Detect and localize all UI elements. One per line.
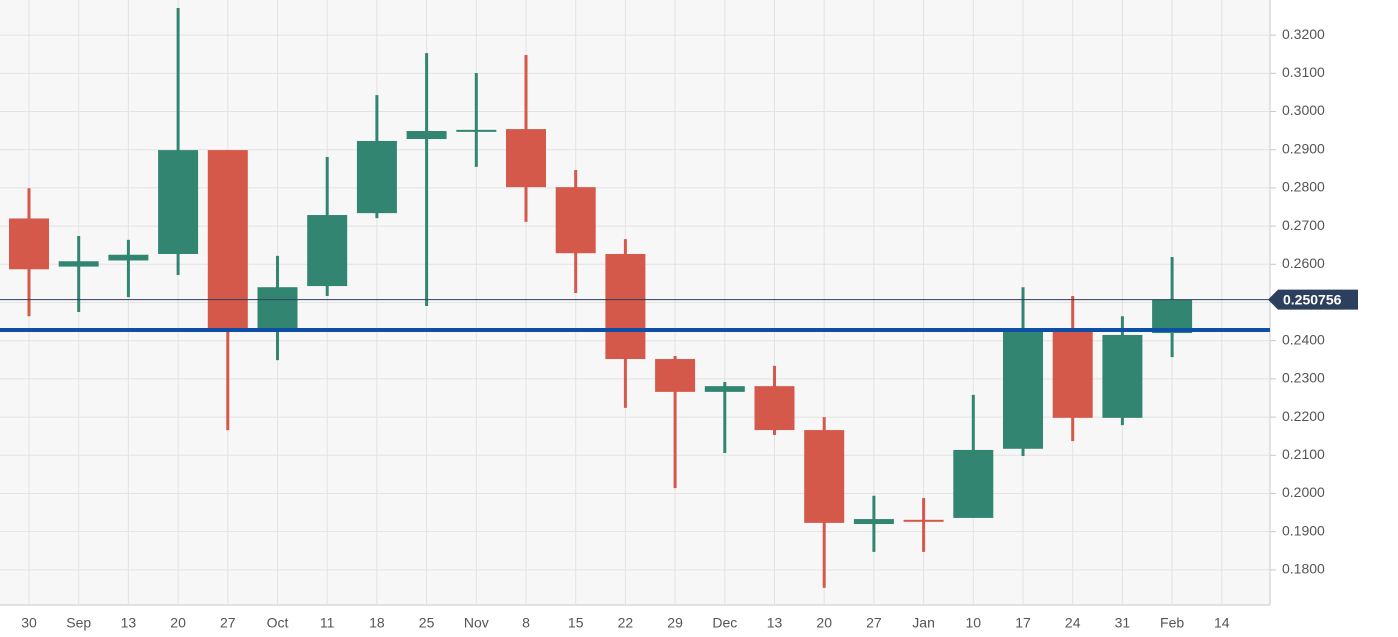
y-tick-label: 0.2600	[1282, 255, 1325, 271]
x-tick-label: 27	[866, 615, 882, 631]
last-price-label: 0.250756	[1283, 291, 1342, 307]
candle-body	[1003, 330, 1043, 449]
x-tick-label: 10	[966, 615, 982, 631]
candle-body	[307, 215, 348, 287]
candle-body	[1052, 330, 1093, 418]
x-tick-label: 8	[522, 615, 530, 631]
last-price-badge	[1268, 289, 1358, 310]
candle-body	[655, 359, 696, 392]
x-tick-label: 25	[419, 615, 435, 631]
x-tick-label: 31	[1115, 615, 1131, 631]
x-tick-label: 20	[170, 615, 186, 631]
y-tick-label: 0.1900	[1282, 522, 1325, 538]
candle-body	[704, 386, 745, 392]
x-tick-label: 20	[816, 615, 832, 631]
candle-body	[456, 129, 497, 132]
candle-body	[804, 430, 845, 523]
x-tick-label: 11	[320, 615, 335, 631]
candle-body	[903, 519, 944, 522]
y-tick-label: 0.2800	[1282, 179, 1325, 195]
x-tick-label: Oct	[267, 615, 289, 631]
candle-body	[953, 449, 994, 518]
candle-body	[9, 218, 49, 270]
x-tick-label: 13	[767, 615, 783, 631]
y-tick-label: 0.2200	[1282, 408, 1325, 424]
candle-body	[257, 287, 298, 330]
y-tick-label: 0.3000	[1282, 102, 1325, 118]
y-tick-label: 0.3200	[1282, 26, 1325, 42]
x-tick-label: 18	[369, 615, 385, 631]
y-tick-label: 0.3100	[1282, 64, 1325, 80]
candle-body	[1102, 334, 1143, 418]
candle-body	[406, 131, 447, 140]
candle-body	[754, 386, 795, 431]
x-tick-label: 14	[1214, 615, 1230, 631]
y-tick-label: 0.2400	[1282, 331, 1325, 347]
x-tick-label: 30	[21, 615, 37, 631]
x-tick-label: 13	[121, 615, 137, 631]
x-tick-label: 22	[618, 615, 634, 631]
y-tick-label: 0.2300	[1282, 370, 1325, 386]
y-tick-label: 0.2100	[1282, 446, 1325, 462]
candle-body	[853, 519, 894, 525]
candle-body	[58, 261, 99, 267]
candle-body	[356, 140, 397, 214]
x-tick-label: 27	[220, 615, 236, 631]
y-tick-label: 0.2700	[1282, 217, 1325, 233]
candle-body	[1152, 299, 1193, 334]
candle-body	[207, 150, 248, 330]
x-tick-label: Sep	[66, 615, 91, 631]
candle-body	[506, 129, 546, 188]
x-tick-label: Feb	[1160, 615, 1184, 631]
candle-body	[555, 187, 596, 254]
y-tick-label: 0.1800	[1282, 561, 1325, 577]
y-tick-label: 0.2000	[1282, 484, 1325, 500]
x-tick-label: 17	[1015, 615, 1031, 631]
x-tick-label: 24	[1065, 615, 1081, 631]
x-tick-label: 15	[568, 615, 584, 631]
candle-body	[158, 150, 199, 254]
x-tick-label: Nov	[464, 615, 489, 631]
x-tick-label: 29	[667, 615, 683, 631]
y-tick-label: 0.2900	[1282, 140, 1325, 156]
candle-body	[108, 254, 149, 261]
x-tick-label: Jan	[912, 615, 935, 631]
candle-body	[605, 253, 646, 360]
x-tick-label: Dec	[712, 615, 737, 631]
